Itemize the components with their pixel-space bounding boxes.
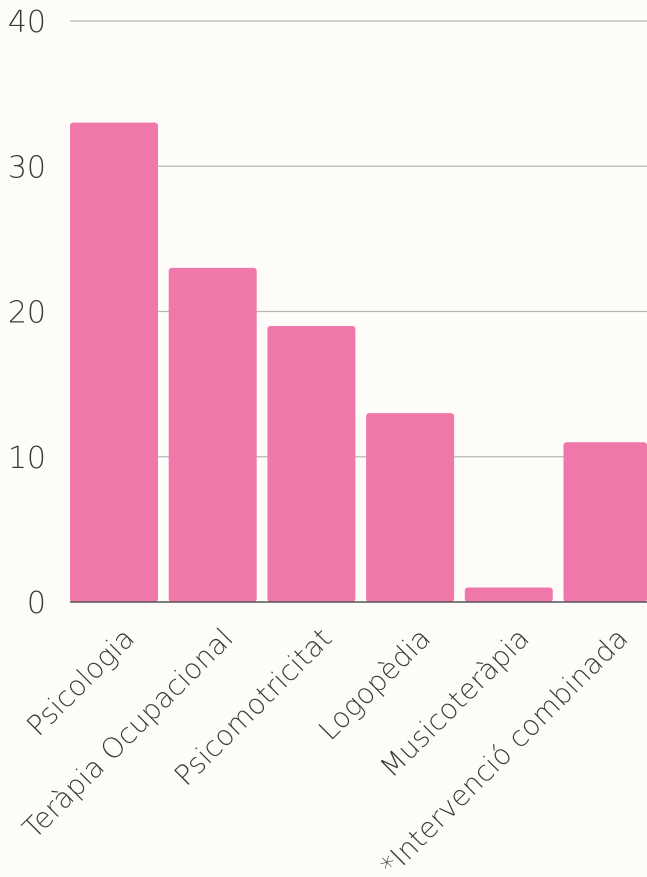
bar [168, 267, 257, 602]
bar [563, 442, 647, 602]
bar [267, 326, 356, 602]
y-tick-label: 20 [8, 296, 46, 331]
y-tick-label: 10 [8, 441, 46, 476]
gridlines [70, 20, 647, 458]
bar [464, 587, 553, 602]
bar [366, 413, 455, 602]
y-axis-tick-labels: 0 10 20 30 40 [8, 5, 46, 621]
bar [70, 122, 158, 603]
y-tick-label: 40 [8, 5, 46, 40]
y-tick-label: 30 [8, 150, 46, 185]
bars [70, 122, 647, 603]
y-tick-label: 0 [27, 586, 46, 621]
